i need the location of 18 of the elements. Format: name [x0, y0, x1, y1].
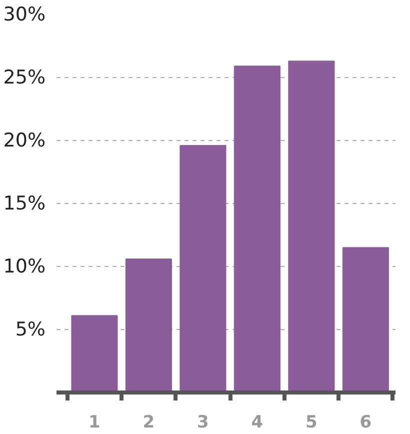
y-tick-label: 15% [3, 192, 46, 214]
bar [180, 145, 226, 392]
x-tick-label: 6 [360, 412, 372, 432]
bar [288, 60, 335, 392]
x-tick-label: 5 [306, 412, 318, 432]
y-tick-label: 25% [3, 66, 46, 88]
bar [234, 66, 280, 392]
x-tick-label: 3 [197, 412, 209, 432]
bar [342, 247, 389, 392]
x-tick-label: 1 [88, 412, 100, 432]
x-tick-label: 2 [142, 412, 155, 432]
y-tick-label: 20% [3, 130, 46, 152]
bar [71, 315, 118, 392]
x-tick-label: 4 [251, 412, 264, 432]
y-tick-label: 30% [3, 4, 46, 26]
bar [125, 258, 172, 392]
y-tick-label: 10% [3, 256, 46, 278]
y-tick-label: 5% [15, 318, 46, 340]
